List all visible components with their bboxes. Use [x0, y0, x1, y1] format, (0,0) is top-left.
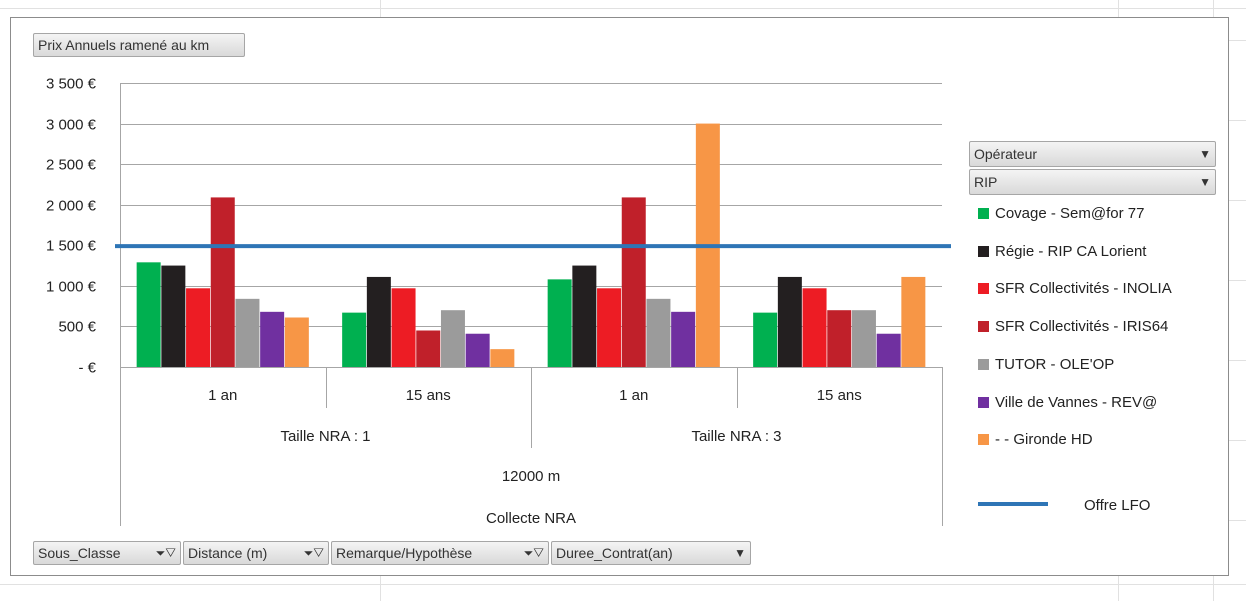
legend-label: Régie - RIP CA Lorient: [995, 242, 1147, 260]
bar[interactable]: [876, 333, 901, 367]
bar[interactable]: [136, 262, 161, 367]
bar[interactable]: [342, 312, 367, 367]
legend-label: SFR Collectivités - IRIS64: [995, 318, 1169, 336]
duree-contrat-filter-label: Duree_Contrat(an): [556, 545, 673, 561]
x-level3-label: 12000 m: [502, 468, 560, 485]
legend-item[interactable]: - - Gironde HD: [978, 431, 1093, 451]
x-tick-label: 15 ans: [406, 387, 451, 404]
legend-label: SFR Collectivités - INOLIA: [995, 280, 1172, 298]
operateur-filter-label: Opérateur: [974, 146, 1038, 162]
bar[interactable]: [391, 288, 416, 367]
bar[interactable]: [547, 279, 572, 367]
chart-title-label: Prix Annuels ramené au km: [38, 37, 210, 53]
x-tick-label: 15 ans: [817, 387, 862, 404]
legend-swatch: [978, 358, 989, 370]
bar[interactable]: [671, 311, 696, 367]
y-tick-label: 2 500 €: [46, 157, 97, 174]
chart-title-field-button[interactable]: Prix Annuels ramené au km: [33, 33, 245, 57]
bar[interactable]: [260, 311, 285, 367]
x-tick-label: 1 an: [619, 387, 648, 404]
remarque-filter-button[interactable]: Remarque/Hypothèse ⏷▽: [331, 541, 549, 565]
bar[interactable]: [366, 276, 391, 367]
y-tick-label: 3 000 €: [46, 117, 97, 134]
bar[interactable]: [753, 312, 778, 367]
remarque-filter-label: Remarque/Hypothèse: [336, 545, 473, 561]
bar[interactable]: [284, 317, 309, 367]
x-group-label: Taille NRA : 3: [691, 428, 781, 445]
legend-label: - - Gironde HD: [995, 431, 1093, 449]
legend-item[interactable]: TUTOR - OLE'OP: [978, 356, 1114, 376]
chevron-down-icon: ▼: [1199, 147, 1211, 161]
legend-item[interactable]: SFR Collectivités - IRIS64: [978, 318, 1168, 338]
legend-swatch: [978, 396, 989, 408]
filter-icon: ⏷▽: [303, 546, 324, 560]
bar[interactable]: [186, 288, 211, 367]
chevron-down-icon: ▼: [734, 546, 746, 560]
distance-filter-button[interactable]: Distance (m) ⏷▽: [183, 541, 329, 565]
distance-filter-label: Distance (m): [188, 545, 268, 561]
legend-item-reference[interactable]: Offre LFO: [978, 497, 1150, 517]
y-tick-label: 1 500 €: [46, 238, 97, 255]
legend-item[interactable]: Ville de Vannes - REV@: [978, 394, 1157, 414]
sous-classe-filter-label: Sous_Classe: [38, 545, 121, 561]
x-level4-label: Collecte NRA: [486, 510, 576, 527]
bar[interactable]: [465, 333, 490, 367]
sous-classe-filter-button[interactable]: Sous_Classe ⏷▽: [33, 541, 181, 565]
bar[interactable]: [802, 288, 827, 367]
bar[interactable]: [490, 349, 515, 367]
y-tick-label: 500 €: [58, 319, 96, 336]
legend-label: Covage - Sem@for 77: [995, 205, 1145, 222]
legend-line-swatch: [978, 502, 1048, 506]
y-tick-label: 2 000 €: [46, 198, 97, 215]
chevron-down-icon: ▼: [1199, 175, 1211, 189]
filter-icon: ⏷▽: [523, 546, 544, 560]
duree-contrat-filter-button[interactable]: Duree_Contrat(an) ▼: [551, 541, 751, 565]
y-tick-label: 3 500 €: [46, 76, 97, 93]
y-tick-label: 1 000 €: [46, 279, 97, 296]
legend-swatch: [978, 208, 989, 219]
bar[interactable]: [440, 310, 465, 367]
bar[interactable]: [901, 276, 926, 367]
legend-swatch: [978, 283, 989, 295]
legend-item[interactable]: Régie - RIP CA Lorient: [978, 243, 1146, 263]
y-tick-label: - €: [78, 360, 96, 377]
bar[interactable]: [597, 288, 622, 367]
legend-swatch: [978, 321, 989, 333]
legend-swatch: [978, 245, 989, 257]
legend-label: Offre LFO: [1084, 497, 1151, 514]
legend-item[interactable]: Covage - Sem@for 77: [978, 205, 1144, 225]
bar[interactable]: [161, 265, 186, 367]
bar[interactable]: [777, 276, 802, 367]
operateur-filter-button[interactable]: Opérateur ▼: [969, 141, 1216, 167]
bar[interactable]: [646, 298, 671, 367]
bar[interactable]: [621, 197, 646, 367]
x-tick-label: 1 an: [208, 387, 237, 404]
bar[interactable]: [416, 330, 441, 367]
bar[interactable]: [210, 197, 235, 367]
bar[interactable]: [572, 265, 597, 367]
x-group-label: Taille NRA : 1: [280, 428, 370, 445]
bar[interactable]: [827, 310, 852, 367]
legend-item[interactable]: SFR Collectivités - INOLIA: [978, 280, 1172, 300]
rip-filter-label: RIP: [974, 174, 998, 190]
bar[interactable]: [235, 298, 260, 367]
filter-icon: ⏷▽: [155, 546, 176, 560]
rip-filter-button[interactable]: RIP ▼: [969, 169, 1216, 195]
legend-label: Ville de Vannes - REV@: [995, 393, 1158, 411]
legend-swatch: [978, 434, 989, 446]
legend-label: TUTOR - OLE'OP: [995, 355, 1115, 373]
bar[interactable]: [851, 310, 876, 367]
